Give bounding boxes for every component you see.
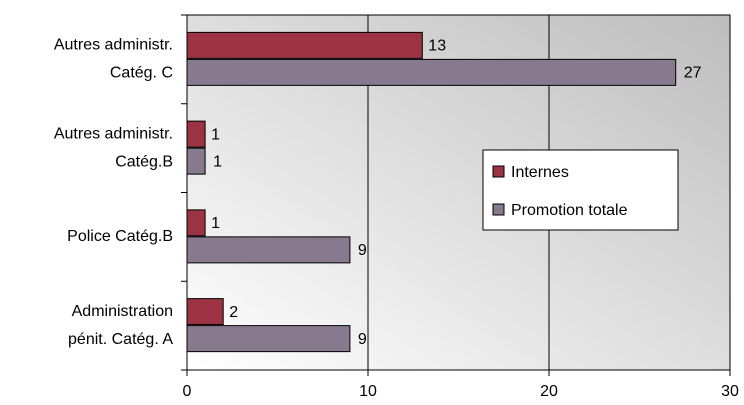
bar [186,325,351,353]
data-label: 27 [684,65,702,82]
y-tick-label: Autres administr. [54,125,173,142]
bar [186,58,677,86]
data-label: 1 [213,153,222,170]
data-label: 9 [358,331,367,348]
y-tick-label: Catég.B [115,153,173,170]
bar [186,236,351,264]
y-tick-label: pénit. Catég. A [68,331,173,348]
x-tick-label: 20 [540,383,558,400]
y-tick-label: Catég. C [110,65,173,82]
data-label: 1 [211,215,220,232]
bar [186,31,423,59]
y-tick-label: Administration [72,303,173,320]
legend-label: Promotion totale [511,202,628,219]
bar [186,147,206,175]
legend-box [482,149,679,231]
legend-swatch [492,203,505,216]
bar [186,209,206,237]
legend-label: Internes [511,164,569,181]
data-label: 1 [211,126,220,143]
data-label: 13 [428,38,446,55]
y-tick-label: Autres administr. [54,37,173,54]
legend-swatch [492,165,505,178]
data-label: 9 [358,242,367,259]
y-tick-label: Police Catég.B [67,228,173,245]
bar [186,120,206,148]
x-tick-label: 0 [183,383,192,400]
x-tick-label: 10 [359,383,377,400]
data-label: 2 [229,304,238,321]
bar [186,298,224,326]
x-tick-label: 30 [721,383,739,400]
